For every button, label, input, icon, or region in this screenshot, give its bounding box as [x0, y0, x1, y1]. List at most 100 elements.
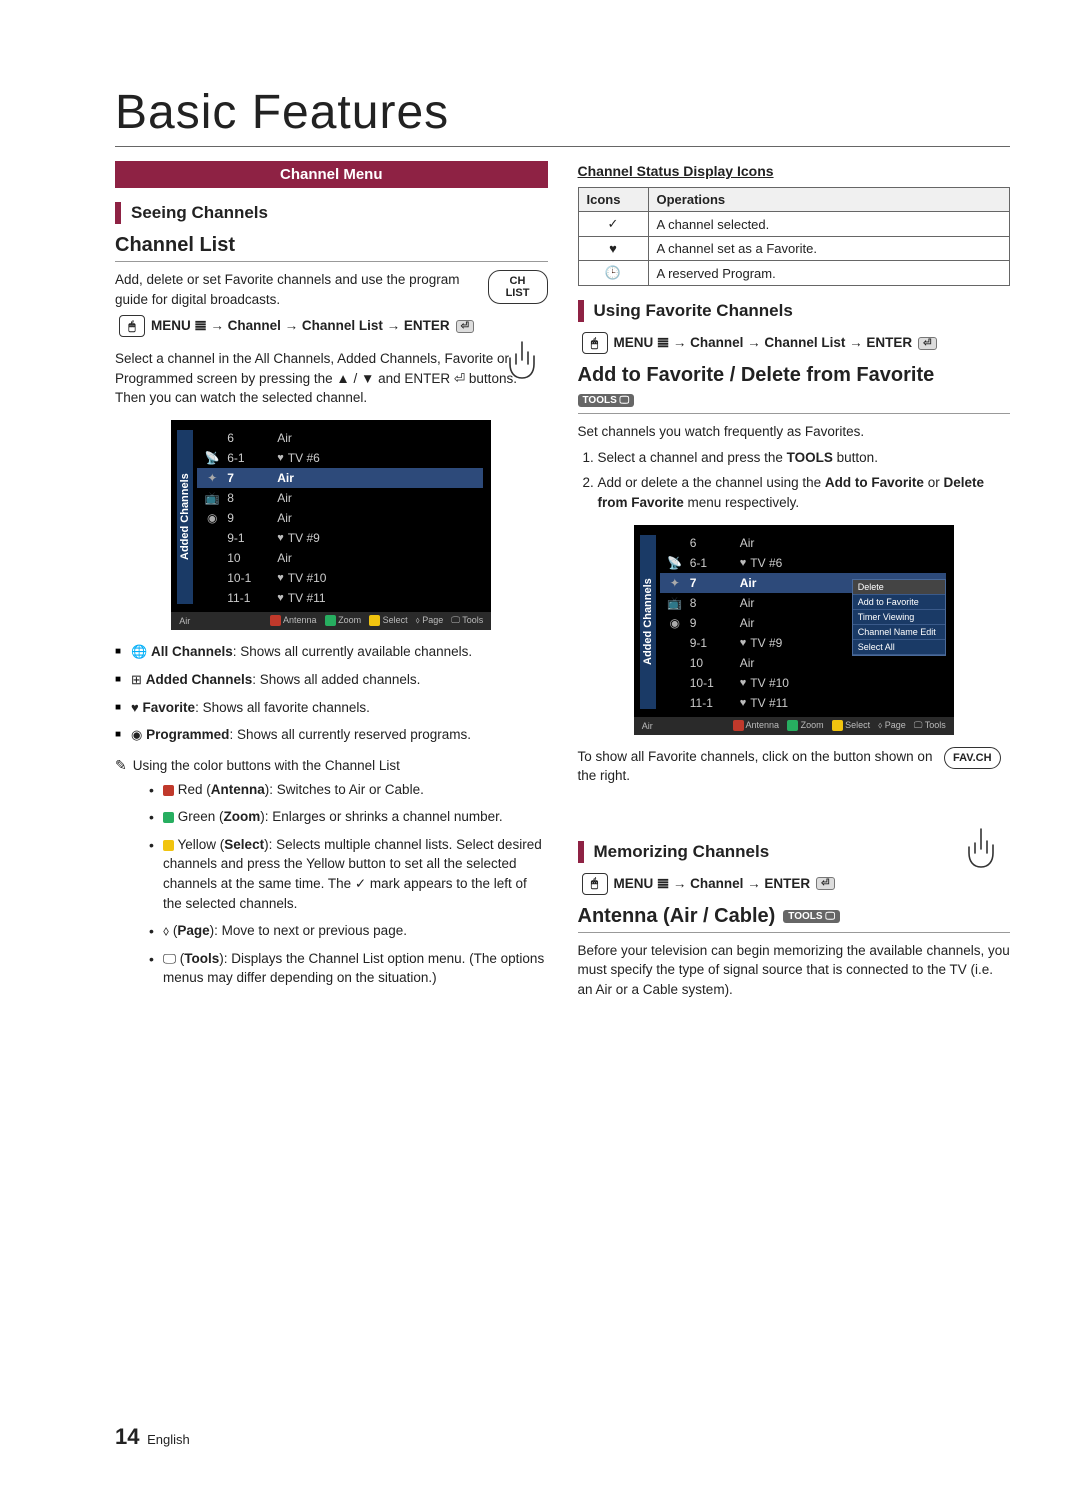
- color-button-bullet: ⬨ (Page): Move to next or previous page.: [149, 921, 548, 941]
- tools-menu-add-favorite[interactable]: Add to Favorite: [853, 595, 945, 610]
- table-row: 🕒A reserved Program.: [578, 261, 1010, 286]
- chlist-button[interactable]: CH LIST: [488, 270, 548, 304]
- tv-channel-row[interactable]: 📡 6-1 ♥TV #6: [660, 553, 946, 573]
- favorite-intro: Set channels you watch frequently as Fav…: [578, 422, 1011, 442]
- status-operation: A channel selected.: [648, 212, 1010, 237]
- channel-label: ♥TV #10: [740, 676, 946, 690]
- channel-number: 10: [690, 656, 740, 670]
- status-icons-title: Channel Status Display Icons: [578, 161, 1011, 181]
- page-language: English: [147, 1432, 190, 1447]
- tv-sidebar-label: Added Channels: [177, 430, 193, 604]
- tools-context-menu: Delete Add to Favorite Timer Viewing Cha…: [852, 579, 946, 656]
- tools-menu-timer-viewing[interactable]: Timer Viewing: [853, 610, 945, 625]
- tv-channel-row[interactable]: 10-1 ♥TV #10: [660, 673, 946, 693]
- menu-path-2: 🖱 MENU 𝌆 → Channel → Channel List → ENTE…: [582, 332, 1011, 354]
- rule: [115, 261, 548, 262]
- channel-number: 7: [227, 471, 277, 485]
- channel-label: ♥TV #11: [277, 591, 483, 605]
- row-icon: 📺: [197, 491, 227, 505]
- page-number: 14: [115, 1424, 139, 1449]
- tv-channel-row[interactable]: 📺 8 Air: [197, 488, 483, 508]
- heart-icon: ♥: [277, 572, 284, 584]
- channel-label: Air: [277, 431, 483, 445]
- row-icon: 📡: [660, 556, 690, 570]
- channel-label: Air: [277, 511, 483, 525]
- channel-type-bullet: ◉ Programmed: Shows all currently reserv…: [115, 725, 548, 745]
- channel-number: 7: [690, 576, 740, 590]
- row-icon: 📡: [197, 451, 227, 465]
- tv-channel-row[interactable]: 10 Air: [197, 548, 483, 568]
- tv-channel-row[interactable]: ◉ 9 Air: [197, 508, 483, 528]
- antenna-heading: Antenna (Air / Cable): [578, 905, 776, 928]
- channel-label: Air: [740, 536, 946, 550]
- channel-label: ♥TV #6: [277, 451, 483, 465]
- tools-badge: TOOLS 🖵: [578, 394, 635, 407]
- tv-channel-row[interactable]: 📡 6-1 ♥TV #6: [197, 448, 483, 468]
- color-button-bullet: 🖵 (Tools): Displays the Channel List opt…: [149, 949, 548, 988]
- tv-channel-row[interactable]: 11-1 ♥TV #11: [197, 588, 483, 608]
- channel-type-bullets: 🌐 All Channels: Shows all currently avai…: [115, 642, 548, 745]
- add-favorite-heading: Add to Favorite / Delete from Favorite: [578, 364, 935, 387]
- status-operation: A reserved Program.: [648, 261, 1010, 286]
- page-footer: 14 English: [115, 1424, 190, 1450]
- tv-channel-row[interactable]: ✦ 7 Air: [197, 468, 483, 488]
- channel-number: 10: [227, 551, 277, 565]
- note-icon: ✎: [115, 757, 127, 773]
- channel-number: 10-1: [227, 571, 277, 585]
- tv-channel-row[interactable]: 6 Air: [197, 428, 483, 448]
- channel-label: ♥TV #10: [277, 571, 483, 585]
- tools-menu-channel-name-edit[interactable]: Channel Name Edit: [853, 625, 945, 640]
- channel-number: 11-1: [690, 696, 740, 710]
- row-icon: ✦: [660, 576, 690, 590]
- table-row: ✓A channel selected.: [578, 212, 1010, 237]
- tv-channel-row[interactable]: 11-1 ♥TV #11: [660, 693, 946, 713]
- heart-icon: ♥: [740, 677, 747, 689]
- color-button-bullet: Red (Antenna): Switches to Air or Cable.: [149, 780, 548, 800]
- using-favorite-subhead: Using Favorite Channels: [578, 300, 1011, 322]
- favch-button[interactable]: FAV.CH: [944, 747, 1001, 769]
- enter-icon: ⏎: [816, 877, 834, 890]
- color-button-bullet: Yellow (Select): Selects multiple channe…: [149, 835, 548, 913]
- rule: [578, 932, 1011, 933]
- tv-channel-row[interactable]: 9-1 ♥TV #9: [197, 528, 483, 548]
- color-buttons-note: Using the color buttons with the Channel…: [133, 758, 400, 773]
- tv-channel-row[interactable]: 10-1 ♥TV #10: [197, 568, 483, 588]
- color-square-icon: [163, 785, 174, 796]
- channel-number: 11-1: [227, 591, 277, 605]
- table-row: ♥A channel set as a Favorite.: [578, 237, 1010, 261]
- left-column: Channel Menu Seeing Channels Channel Lis…: [115, 161, 548, 999]
- enter-icon: ⏎: [918, 337, 936, 350]
- status-operation: A channel set as a Favorite.: [648, 237, 1010, 261]
- color-square-icon: [163, 812, 174, 823]
- status-icons-table: IconsOperations ✓A channel selected.♥A c…: [578, 187, 1011, 286]
- channel-number: 6: [227, 431, 277, 445]
- row-icon: 📺: [660, 596, 690, 610]
- channel-list-screenshot-1: Added Channels 6 Air📡 6-1 ♥TV #6✦ 7 Air📺…: [171, 420, 491, 630]
- tools-menu-select-all[interactable]: Select All: [853, 640, 945, 655]
- channel-number: 8: [690, 596, 740, 610]
- table-head-icons: Icons: [578, 188, 648, 212]
- channel-number: 9: [690, 616, 740, 630]
- menu-path-3: 🖱 MENU 𝌆 → Channel → ENTER ⏎: [582, 873, 1011, 895]
- tools-menu-delete[interactable]: Delete: [853, 580, 945, 595]
- tv-footer-2: Air Antenna Zoom Select ⬨ Page 🖵 Tools: [634, 717, 954, 735]
- menu-icon: 🖱: [582, 332, 608, 354]
- favorite-steps: Select a channel and press the TOOLS but…: [598, 448, 1011, 513]
- title-rule: [115, 146, 1010, 147]
- tv-footer-air: Air: [179, 616, 190, 626]
- heart-icon: ♥: [277, 452, 284, 464]
- channel-list-heading: Channel List: [115, 234, 548, 257]
- tools-badge: TOOLS 🖵: [783, 910, 840, 923]
- channel-number: 10-1: [690, 676, 740, 690]
- channel-type-bullet: 🌐 All Channels: Shows all currently avai…: [115, 642, 548, 662]
- heart-icon: ♥: [740, 697, 747, 709]
- channel-label: Air: [277, 551, 483, 565]
- menu-icon: 🖱: [119, 315, 145, 337]
- channel-menu-header: Channel Menu: [115, 161, 548, 188]
- status-icon: ♥: [578, 237, 648, 261]
- channel-type-bullet: ⊞ Added Channels: Shows all added channe…: [115, 670, 548, 690]
- right-column: Channel Status Display Icons IconsOperat…: [578, 161, 1011, 999]
- tv-channel-row[interactable]: 10 Air: [660, 653, 946, 673]
- tv-channel-row[interactable]: 6 Air: [660, 533, 946, 553]
- channel-list-intro: Add, delete or set Favorite channels and…: [115, 270, 478, 309]
